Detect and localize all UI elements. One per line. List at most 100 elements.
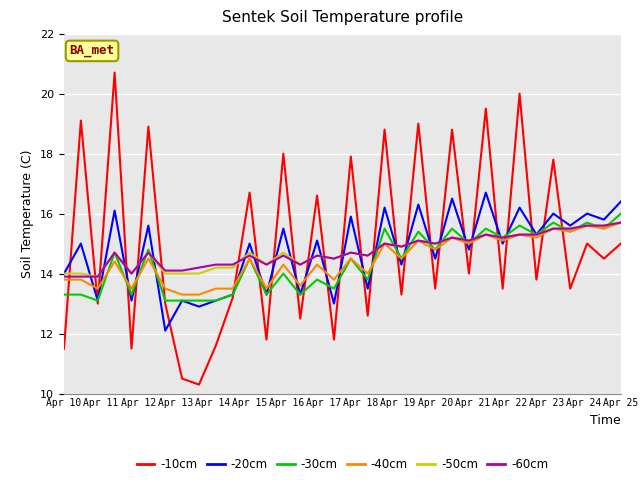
-30cm (347, 256, 355, 262)
-60cm (347, 250, 355, 255)
-40cm (583, 223, 591, 228)
-50cm (161, 271, 169, 276)
-20cm (532, 232, 540, 238)
-20cm (145, 223, 152, 228)
-20cm (550, 211, 557, 216)
Line: -50cm: -50cm (64, 223, 621, 276)
-30cm (397, 256, 405, 262)
-50cm (617, 220, 625, 226)
-60cm (246, 252, 253, 258)
-60cm (296, 262, 304, 267)
-10cm (516, 91, 524, 96)
-50cm (415, 238, 422, 243)
-30cm (600, 226, 608, 231)
-10cm (77, 118, 84, 123)
-10cm (296, 316, 304, 322)
-30cm (313, 276, 321, 282)
Title: Sentek Soil Temperature profile: Sentek Soil Temperature profile (222, 11, 463, 25)
-60cm (330, 256, 338, 262)
-30cm (195, 298, 203, 303)
-50cm (229, 264, 237, 270)
-10cm (499, 286, 506, 291)
-40cm (94, 286, 102, 291)
-60cm (179, 268, 186, 274)
-30cm (111, 250, 118, 255)
-40cm (212, 286, 220, 291)
Line: -30cm: -30cm (64, 214, 621, 300)
-40cm (532, 235, 540, 240)
-60cm (145, 250, 152, 255)
-50cm (431, 240, 439, 247)
-60cm (313, 252, 321, 258)
-50cm (280, 250, 287, 255)
-50cm (499, 235, 506, 240)
-30cm (296, 292, 304, 298)
-40cm (229, 286, 237, 291)
-10cm (465, 271, 473, 276)
-60cm (465, 238, 473, 243)
-60cm (262, 262, 270, 267)
-30cm (415, 228, 422, 234)
-20cm (415, 202, 422, 207)
-40cm (313, 262, 321, 267)
-60cm (550, 226, 557, 231)
-10cm (179, 376, 186, 382)
-30cm (583, 220, 591, 226)
-50cm (482, 232, 490, 238)
-20cm (127, 298, 135, 303)
-50cm (145, 250, 152, 255)
-60cm (583, 223, 591, 228)
-30cm (364, 276, 372, 282)
-50cm (246, 250, 253, 255)
-60cm (397, 244, 405, 250)
-40cm (330, 276, 338, 282)
-10cm (381, 127, 388, 132)
-10cm (94, 300, 102, 306)
-20cm (583, 211, 591, 216)
-20cm (448, 196, 456, 202)
-20cm (94, 298, 102, 303)
-40cm (617, 220, 625, 226)
-10cm (448, 127, 456, 132)
-40cm (465, 240, 473, 247)
-20cm (600, 216, 608, 222)
-20cm (465, 247, 473, 252)
-50cm (179, 271, 186, 276)
-30cm (212, 298, 220, 303)
-40cm (111, 259, 118, 264)
Y-axis label: Soil Temperature (C): Soil Temperature (C) (22, 149, 35, 278)
-10cm (482, 106, 490, 111)
-10cm (397, 292, 405, 298)
-50cm (195, 271, 203, 276)
-50cm (550, 226, 557, 231)
-50cm (397, 244, 405, 250)
-30cm (246, 256, 253, 262)
-60cm (94, 274, 102, 279)
-40cm (431, 247, 439, 252)
-20cm (431, 256, 439, 262)
-50cm (94, 274, 102, 279)
-60cm (77, 274, 84, 279)
-60cm (415, 238, 422, 243)
-50cm (262, 262, 270, 267)
-60cm (111, 250, 118, 255)
-60cm (516, 232, 524, 238)
-30cm (516, 223, 524, 228)
-10cm (212, 343, 220, 348)
-30cm (431, 247, 439, 252)
-50cm (364, 252, 372, 258)
-40cm (550, 226, 557, 231)
-30cm (161, 298, 169, 303)
-10cm (330, 336, 338, 342)
-40cm (566, 228, 574, 234)
-50cm (212, 264, 220, 270)
-10cm (364, 313, 372, 319)
-20cm (111, 208, 118, 214)
-10cm (60, 346, 68, 351)
-20cm (499, 240, 506, 247)
-40cm (499, 238, 506, 243)
-20cm (212, 298, 220, 303)
-20cm (195, 304, 203, 310)
-20cm (381, 204, 388, 210)
-40cm (415, 238, 422, 243)
